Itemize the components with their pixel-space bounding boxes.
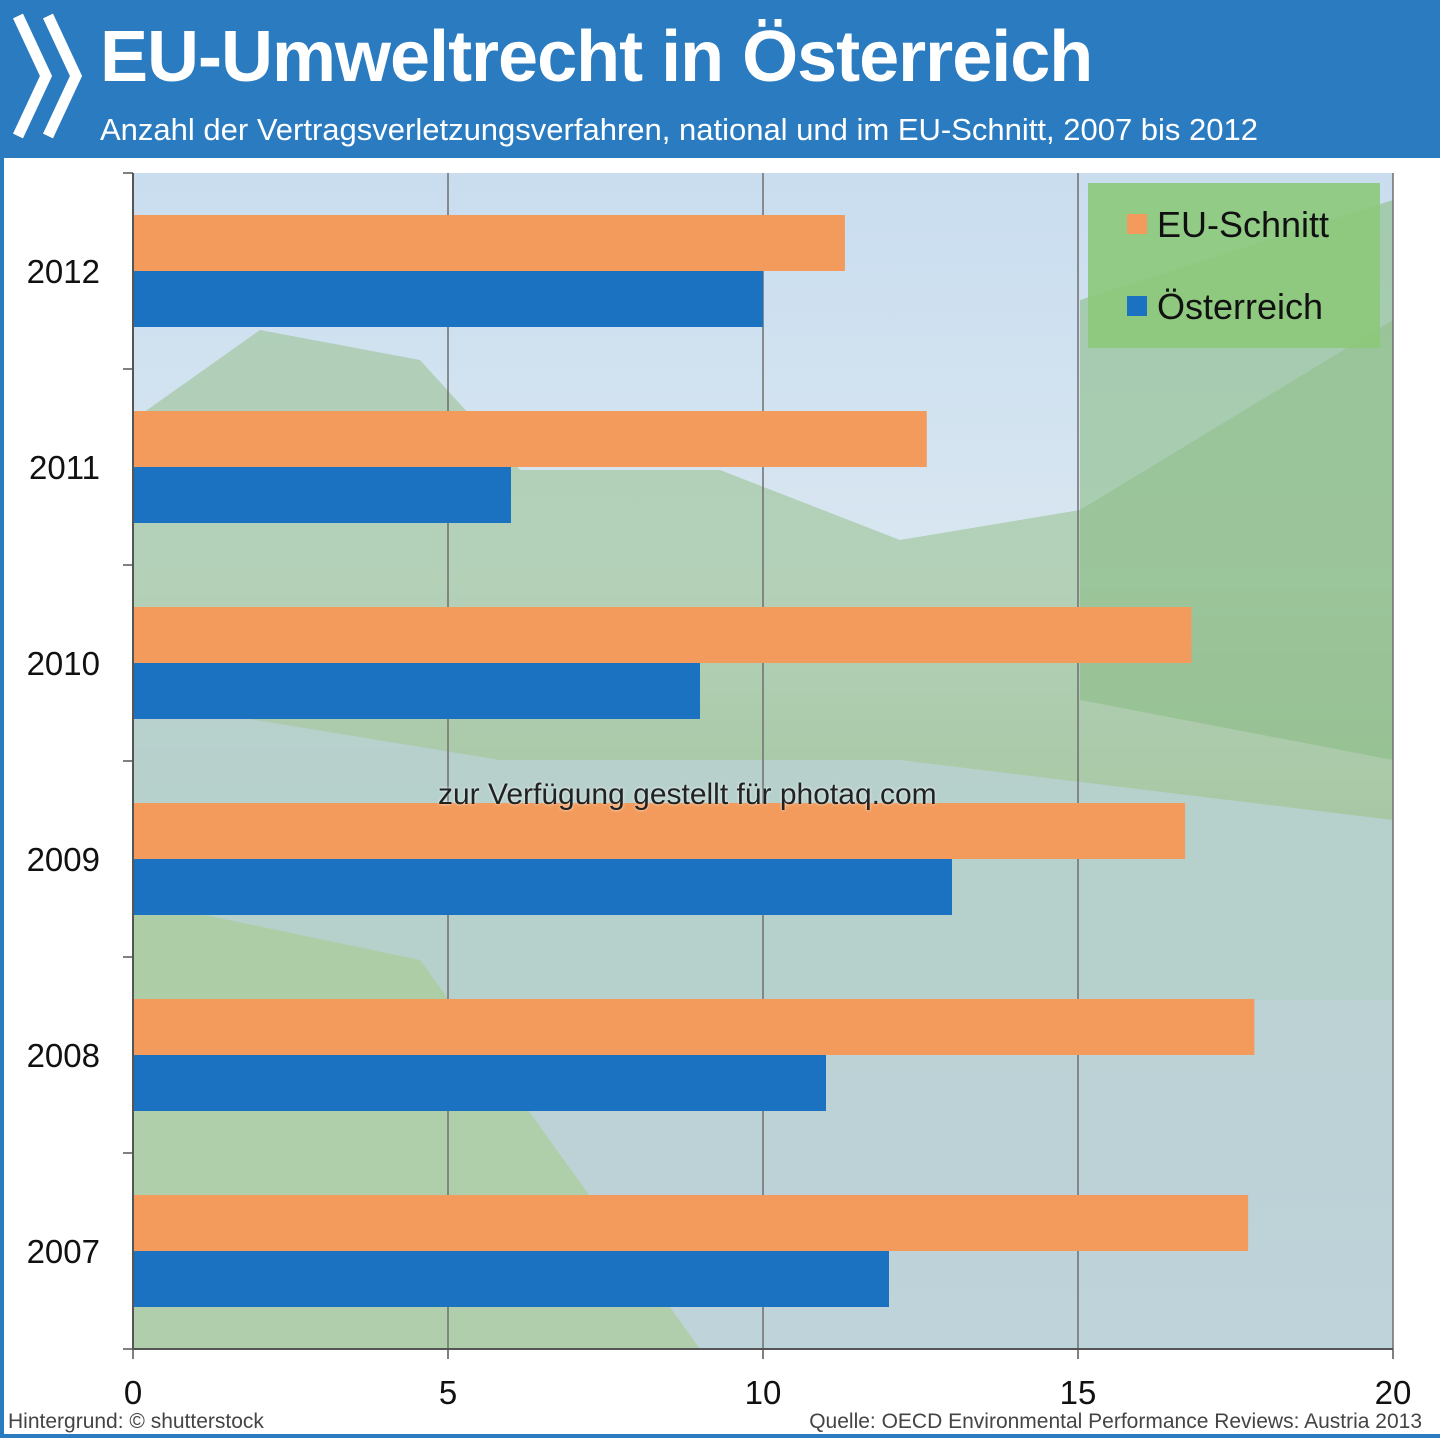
double-chevron-icon — [13, 13, 83, 139]
header-banner: EU-Umweltrecht in Österreich Anzahl der … — [0, 0, 1440, 158]
bar-oesterreich — [133, 663, 700, 719]
legend-swatch — [1127, 214, 1147, 234]
bar-eu-schnitt — [133, 411, 927, 467]
chart-title: EU-Umweltrecht in Österreich — [100, 17, 1093, 97]
bar-oesterreich — [133, 271, 763, 327]
legend-swatch — [1127, 296, 1147, 316]
legend-label: EU-Schnitt — [1157, 204, 1329, 245]
watermark-text: zur Verfügung gestellt für photaq.com — [438, 778, 937, 811]
y-category-label: 2012 — [27, 253, 100, 290]
background-credit: Hintergrund: © shutterstock — [8, 1410, 264, 1433]
y-category-label: 2011 — [29, 449, 100, 486]
y-category-label: 2009 — [27, 841, 100, 878]
bar-eu-schnitt — [133, 803, 1186, 859]
bar-eu-schnitt — [133, 215, 845, 271]
x-tick-label: 20 — [1375, 1374, 1412, 1411]
bars-group — [133, 215, 1255, 1307]
y-category-label: 2010 — [27, 645, 100, 682]
x-tick-label: 5 — [439, 1374, 457, 1411]
bar-eu-schnitt — [133, 1195, 1249, 1251]
bar-eu-schnitt — [133, 607, 1192, 663]
gridlines — [447, 173, 1394, 1349]
y-category-label: 2008 — [27, 1037, 100, 1074]
chart-frame — [0, 158, 1440, 1438]
legend-background — [1088, 183, 1380, 348]
chart-subtitle: Anzahl der Vertragsverletzungsverfahren,… — [100, 112, 1259, 147]
y-category-label: 2007 — [27, 1233, 100, 1270]
x-tick-label: 0 — [124, 1374, 142, 1411]
legend-label: Österreich — [1157, 286, 1323, 327]
x-tick-label: 15 — [1060, 1374, 1097, 1411]
bar-oesterreich — [133, 467, 511, 523]
bar-oesterreich — [133, 859, 952, 915]
axes-group: 0 5 10 15 20 2012 2011 2010 2009 2008 2007 — [27, 172, 1412, 1411]
bar-eu-schnitt — [133, 999, 1255, 1055]
bar-oesterreich — [133, 1055, 826, 1111]
bar-oesterreich — [133, 1251, 889, 1307]
x-tick-label: 10 — [745, 1374, 782, 1411]
source-note: Quelle: OECD Environmental Performance R… — [809, 1410, 1422, 1433]
legend: EU-Schnitt Österreich — [1088, 183, 1380, 348]
